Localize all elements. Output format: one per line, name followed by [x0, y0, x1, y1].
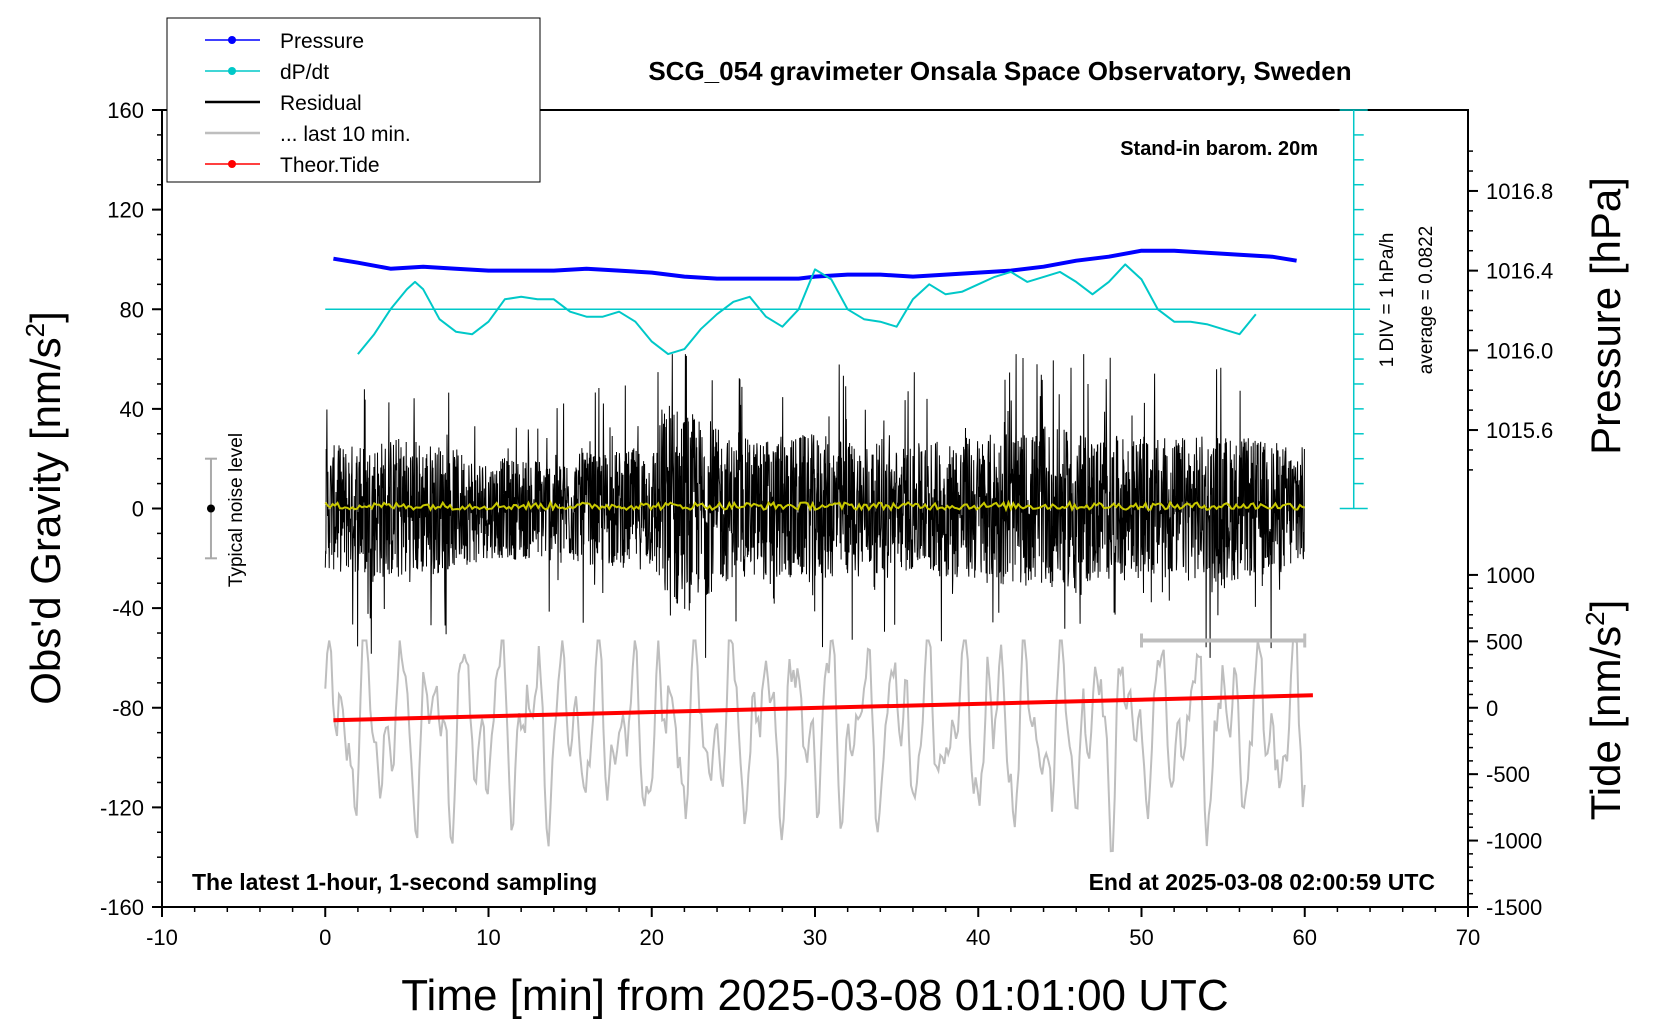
series-dp-dtline: [357, 263, 1257, 356]
y-tick-label: 40: [120, 397, 144, 422]
dpdt-average-label: average = 0.0822: [1416, 226, 1437, 374]
x-tick-label: 20: [640, 925, 664, 950]
subtitle-left: The latest 1-hour, 1-second sampling: [192, 869, 597, 895]
tide-tick-label: -500: [1486, 762, 1530, 787]
tide-tick-label: -1000: [1486, 829, 1542, 854]
legend-marker: [228, 67, 236, 75]
dpdt-scale-label: 1 DIV = 1 hPa/h: [1377, 233, 1398, 368]
x-tick-label: 0: [319, 925, 331, 950]
series-theor-tideline: [333, 693, 1313, 723]
x-tick-label: 30: [803, 925, 827, 950]
tide-tick-label: 0: [1486, 696, 1498, 721]
axis-ticks: -10 0 10 20 30 40 50 60 70 160 120 80 40 0 -40 -80 -120 -…: [100, 98, 1553, 950]
pressure-tick-label: 1016.8: [1486, 179, 1553, 204]
legend-label: dP/dt: [280, 61, 329, 84]
tide-tick-label: 500: [1486, 629, 1523, 654]
y-axis-label: Obs'd Gravity [nm/s2]: [20, 311, 69, 705]
legend-marker: [228, 160, 236, 168]
legend-label: Theor.Tide: [280, 154, 380, 177]
chart-title: SCG_054 gravimeter Onsala Space Observat…: [648, 56, 1351, 86]
y-tick-label: 120: [107, 198, 144, 223]
y-tick-label: -80: [112, 696, 144, 721]
x-tick-label: 60: [1293, 925, 1317, 950]
y-tick-label: -120: [100, 795, 144, 820]
tide-axis-label: Tide [nm/s2]: [1580, 600, 1629, 821]
y-tick-label: -40: [112, 596, 144, 621]
subtitle-right: End at 2025-03-08 02:00:59 UTC: [1089, 869, 1435, 895]
noise-label: Typical noise level: [226, 433, 247, 587]
pressure-tick-label: 1015.6: [1486, 418, 1553, 443]
legend-marker: [228, 36, 236, 44]
residual-curve: [324, 354, 1305, 658]
series-pressureline: [333, 248, 1297, 281]
x-axis-label: Time [min] from 2025-03-08 01:01:00 UTC: [401, 971, 1228, 1020]
legend-label: Residual: [280, 92, 362, 115]
y-tick-label: 80: [120, 297, 144, 322]
tide-tick-label: -1500: [1486, 895, 1542, 920]
pressure-tick-label: 1016.0: [1486, 338, 1553, 363]
station-note: Stand-in barom. 20m: [1120, 138, 1318, 160]
series-layer: [204, 109, 1371, 853]
x-tick-label: 40: [966, 925, 990, 950]
legend-label: Pressure: [280, 30, 364, 53]
last-10min-curve: [324, 639, 1306, 853]
noise-bar-center: [206, 504, 215, 513]
x-tick-label: -10: [146, 925, 178, 950]
legend-box: [166, 17, 541, 183]
y-tick-label: 0: [132, 497, 144, 522]
tide-tick-label: 1000: [1486, 563, 1535, 588]
residual-smoothed-curve: [324, 499, 1305, 513]
x-tick-label: 50: [1129, 925, 1153, 950]
pressure-tick-label: 1016.4: [1486, 259, 1553, 284]
y-tick-label: -160: [100, 895, 144, 920]
pressure-axis-label: Pressure [hPa]: [1582, 177, 1629, 455]
legend-label: ... last 10 min.: [280, 123, 411, 146]
x-tick-label: 10: [476, 925, 500, 950]
legend: Pressure dP/dt Residual ... last 10 min. The…: [166, 17, 541, 183]
x-tick-label: 70: [1456, 925, 1480, 950]
y-tick-label: 160: [107, 98, 144, 123]
